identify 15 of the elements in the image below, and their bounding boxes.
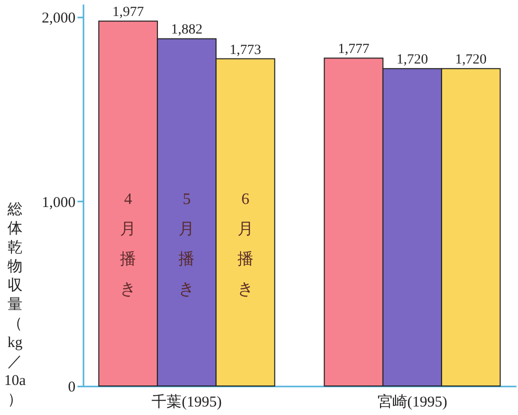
text: 総体乾物収量（kg／10a）: [4, 202, 26, 408]
y-tick-label: 0: [68, 380, 76, 396]
series-label: 4月播き: [120, 190, 136, 298]
data-label: 1,773: [230, 42, 262, 58]
data-label: 1,720: [396, 52, 428, 68]
data-label: 1,977: [112, 5, 144, 20]
y-tick-label: 1,000: [42, 194, 76, 211]
data-label: 1,882: [170, 22, 202, 38]
data-label: 1,720: [455, 52, 487, 68]
data-label: 1,777: [338, 42, 370, 58]
series-label: 6月播き: [237, 190, 254, 298]
x-tick-label: 宮崎(1995): [377, 394, 448, 410]
series-label: 5月播き: [178, 190, 195, 298]
x-tick-label: 千葉(1995): [152, 394, 222, 410]
y-tick-label: 2,000: [42, 10, 76, 26]
